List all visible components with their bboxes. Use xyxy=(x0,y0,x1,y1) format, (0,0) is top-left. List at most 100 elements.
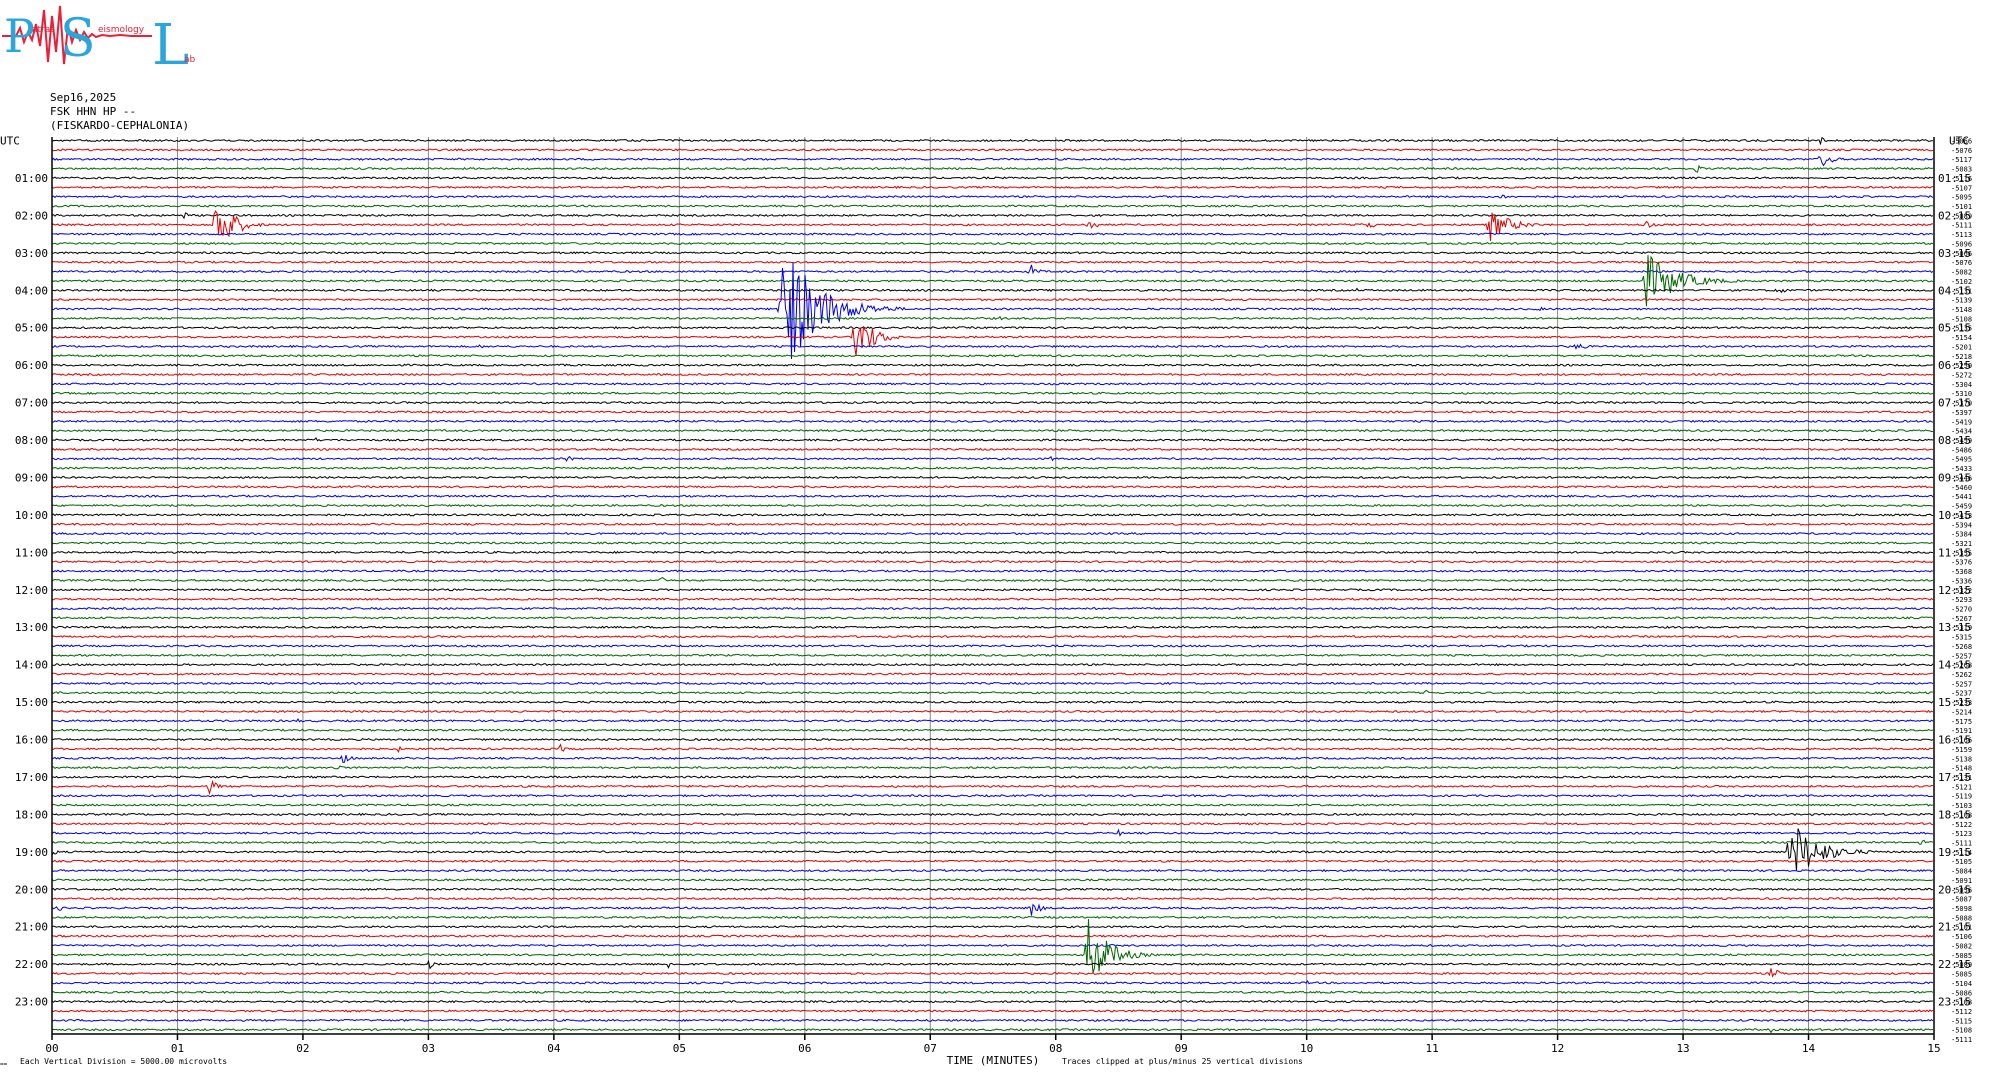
seismic-trace-90 xyxy=(51,980,1934,985)
hour-label-left: 14:00 xyxy=(15,659,48,672)
seismic-trace-52 xyxy=(51,625,1934,629)
trace-offset-label: -5138 xyxy=(1951,755,1972,763)
x-tick-label: 10 xyxy=(1300,1042,1313,1055)
trace-offset-label: -5135 xyxy=(1951,325,1972,333)
seismic-trace-14 xyxy=(51,264,1934,275)
seismic-trace-77 xyxy=(51,859,1934,863)
hour-label-left: 10:00 xyxy=(15,509,48,522)
seismic-trace-64 xyxy=(51,737,1934,742)
station-code: FSK HHN HP -- xyxy=(50,105,137,118)
seismic-trace-71 xyxy=(51,803,1934,807)
seismic-trace-22 xyxy=(51,343,1934,350)
plot-frame xyxy=(51,137,1935,1040)
seismic-trace-7 xyxy=(51,204,1934,208)
seismic-trace-28 xyxy=(51,400,1934,405)
seismic-trace-82 xyxy=(51,903,1934,916)
trace-offset-label: -5218 xyxy=(1951,353,1972,361)
hour-label-right: 10:15 xyxy=(1938,509,1971,522)
psl-logo: P S L atras eismology ab xyxy=(2,5,196,68)
seismic-trace-73 xyxy=(51,822,1934,826)
x-tick-label: 00 xyxy=(45,1042,58,1055)
trace-offset-label: -5433 xyxy=(1951,465,1972,473)
seismic-trace-50 xyxy=(51,606,1934,611)
seismic-trace-25 xyxy=(51,372,1934,377)
seismic-trace-47 xyxy=(51,577,1934,583)
trace-offset-label: -5084 xyxy=(1951,868,1972,876)
seismic-trace-91 xyxy=(51,990,1934,994)
trace-offset-label: -5250 xyxy=(1951,362,1972,370)
seismic-trace-4 xyxy=(51,176,1934,180)
trace-offset-label: -5304 xyxy=(1951,381,1972,389)
hour-label-left: 04:00 xyxy=(15,284,48,297)
seismic-trace-70 xyxy=(51,794,1934,798)
x-tick-label: 11 xyxy=(1426,1042,1439,1055)
trace-offset-label: -5103 xyxy=(1951,802,1972,810)
seismic-trace-80 xyxy=(51,887,1934,891)
trace-offset-label: -5315 xyxy=(1951,634,1972,642)
seismic-trace-29 xyxy=(51,410,1934,414)
seismic-trace-79 xyxy=(51,878,1934,882)
trace-offset-label: -5267 xyxy=(1951,615,1972,623)
hour-label-right: 22:15 xyxy=(1938,958,1971,971)
logo-letter-p: P xyxy=(4,9,35,63)
x-tick-label: 12 xyxy=(1551,1042,1564,1055)
seismic-trace-89 xyxy=(51,968,1934,978)
seismic-trace-2 xyxy=(51,155,1934,167)
seismic-trace-0 xyxy=(51,136,1934,146)
x-tick-label: 08 xyxy=(1049,1042,1062,1055)
trace-offset-label: -5095 xyxy=(1951,194,1972,202)
hour-label-left: 19:00 xyxy=(15,846,48,859)
seismic-trace-67 xyxy=(52,765,1934,770)
trace-offset-label: -5355 xyxy=(1951,549,1972,557)
trace-offset-label: -5056 xyxy=(1951,886,1972,894)
trace-offset-label: -5076 xyxy=(1951,147,1972,155)
seismic-trace-53 xyxy=(51,634,1934,639)
hour-label-right: 13:15 xyxy=(1938,621,1971,634)
trace-offset-label: -5446 xyxy=(1951,474,1972,482)
seismic-trace-57 xyxy=(52,672,1934,676)
trace-offset-label: -5148 xyxy=(1951,306,1972,314)
trace-offset-label: -5101 xyxy=(1951,203,1972,211)
hour-label-right: 04:15 xyxy=(1938,284,1971,297)
seismic-trace-60 xyxy=(51,700,1934,704)
trace-offset-label: -5460 xyxy=(1951,484,1972,492)
trace-offset-label: -5083 xyxy=(1951,166,1972,174)
trace-offset-label: -5486 xyxy=(1951,446,1972,454)
trace-offset-label: -5066 xyxy=(1951,138,1972,146)
trace-offset-label: -5139 xyxy=(1951,297,1972,305)
logo-word-eismology: eismology xyxy=(98,25,145,35)
trace-offset-label: -5131 xyxy=(1951,774,1972,782)
trace-offset-label: -5108 xyxy=(1951,811,1972,819)
hour-label-right: 17:15 xyxy=(1938,771,1971,784)
seismic-trace-54 xyxy=(51,644,1934,648)
trace-offset-label: -5233 xyxy=(1951,699,1972,707)
seismic-trace-24 xyxy=(51,363,1933,368)
trace-offset-label: -5257 xyxy=(1951,680,1972,688)
trace-offset-label: -5116 xyxy=(1951,175,1972,183)
trace-offset-label: -5113 xyxy=(1951,231,1972,239)
trace-offset-label: -5376 xyxy=(1951,559,1972,567)
hour-label-left: 22:00 xyxy=(15,958,48,971)
utc-label-right: UTC xyxy=(1949,135,1969,148)
hour-label-left: 02:00 xyxy=(15,209,48,222)
trace-offset-label: -5270 xyxy=(1951,606,1972,614)
seismic-trace-58 xyxy=(51,681,1934,686)
trace-offset-label: -5114 xyxy=(1951,849,1972,857)
hour-label-right: 15:15 xyxy=(1938,696,1971,709)
hour-label-left: 21:00 xyxy=(15,921,48,934)
trace-offset-label: -5082 xyxy=(1951,269,1972,277)
hour-label-right: 16:15 xyxy=(1938,734,1971,747)
seismic-trace-55 xyxy=(51,653,1934,657)
trace-offset-label: -5175 xyxy=(1951,718,1972,726)
trace-offset-label: -5089 xyxy=(1951,961,1972,969)
seismic-trace-42 xyxy=(51,532,1934,536)
trace-offset-label: -5098 xyxy=(1951,905,1972,913)
trace-offset-label: -5237 xyxy=(1951,690,1972,698)
trace-offset-label: -5154 xyxy=(1951,334,1972,342)
seismic-trace-27 xyxy=(51,391,1934,395)
seismic-trace-93 xyxy=(51,1009,1934,1013)
trace-offset-label: -5441 xyxy=(1951,493,1972,501)
trace-offset-label: -5105 xyxy=(1951,858,1972,866)
seismic-trace-43 xyxy=(51,541,1934,545)
trace-offset-label: -5370 xyxy=(1951,400,1972,408)
